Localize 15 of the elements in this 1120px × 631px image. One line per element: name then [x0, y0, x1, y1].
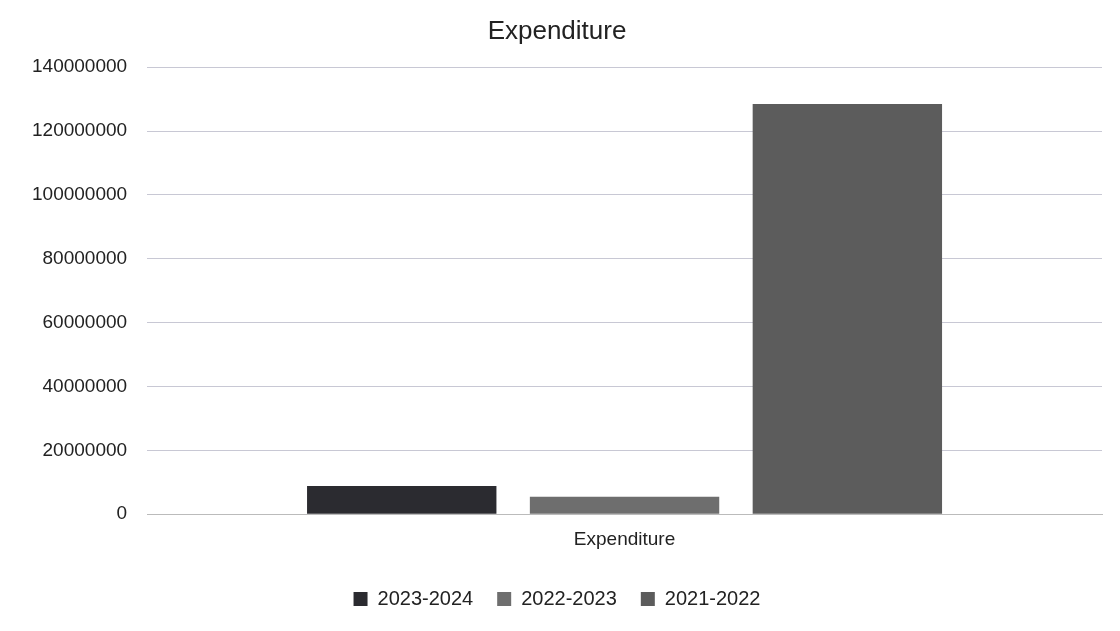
- y-tick-label: 20000000: [42, 438, 128, 460]
- chart-title: Expenditure: [487, 14, 627, 45]
- legend-label: 2021-2022: [664, 586, 761, 609]
- y-tick-label: 100000000: [31, 183, 128, 205]
- y-tick-label: 140000000: [31, 55, 128, 77]
- y-tick-label: 80000000: [42, 247, 128, 269]
- bar: [529, 496, 720, 514]
- bar: [307, 486, 497, 514]
- y-tick-label: 120000000: [31, 119, 128, 141]
- y-tick-label: 0: [116, 502, 128, 524]
- legend-label: 2023-2024: [377, 586, 474, 609]
- y-tick-label: 40000000: [42, 374, 128, 396]
- legend-label: 2022-2023: [521, 586, 617, 609]
- y-tick-label: 60000000: [42, 310, 128, 332]
- bar: [752, 103, 943, 514]
